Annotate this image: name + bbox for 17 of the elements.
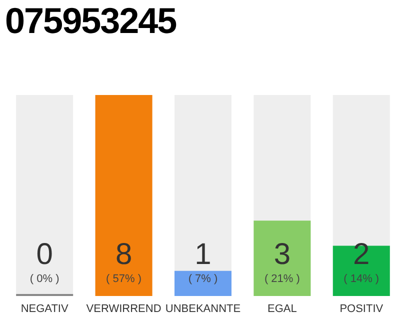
bar (174, 270, 232, 296)
annotation: ( 57% ) (106, 273, 142, 285)
x-tick-label: UNBEKANNTE (165, 302, 241, 315)
data-label: 2 (353, 238, 370, 271)
annotation: ( 14% ) (344, 273, 380, 285)
annotation: ( 21% ) (264, 273, 300, 285)
data-label: 0 (36, 238, 53, 271)
data-label: 3 (274, 238, 291, 271)
annotation: ( 0% ) (30, 273, 60, 285)
x-tick-label: EGAL (268, 302, 297, 315)
x-tick-label: NEGATIV (20, 302, 69, 315)
annotation: ( 7% ) (188, 273, 218, 285)
chart-title: 075953245 (5, 0, 176, 42)
x-tick-label: VERWIRREND (86, 302, 162, 315)
x-tick-label: POSITIV (340, 302, 384, 315)
data-label: 8 (115, 238, 132, 271)
data-label: 1 (194, 238, 212, 271)
